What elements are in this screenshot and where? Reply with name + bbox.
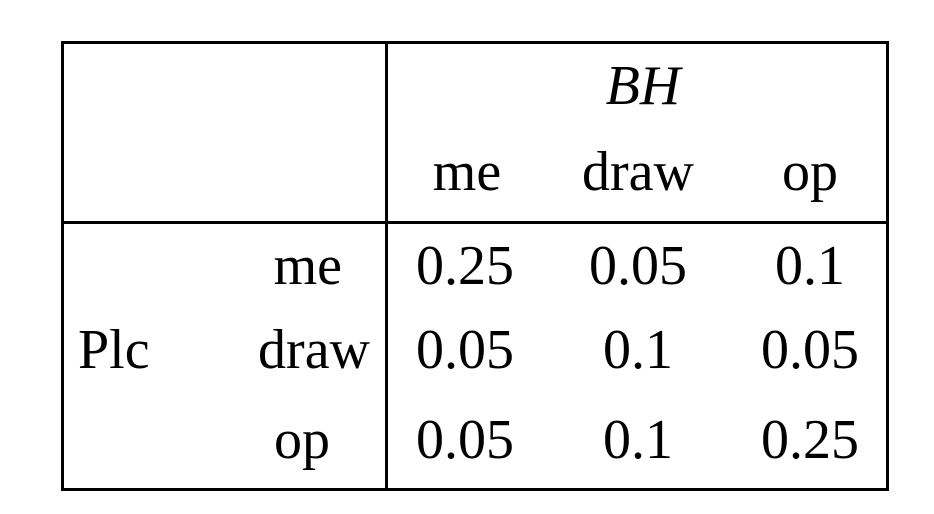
column-divider bbox=[385, 41, 388, 491]
column-group-label: BH bbox=[605, 55, 681, 117]
table-border bbox=[61, 41, 889, 491]
header-divider bbox=[61, 221, 889, 224]
table-cell: 0.25 bbox=[416, 235, 514, 297]
row-header-me: me bbox=[273, 235, 342, 297]
table-cell: 0.05 bbox=[416, 409, 514, 471]
table-cell: 0.25 bbox=[761, 409, 859, 471]
table-cell: 0.05 bbox=[416, 319, 514, 381]
table-cell: 0.05 bbox=[589, 235, 687, 297]
column-header-op: op bbox=[782, 141, 838, 203]
row-header-draw: draw bbox=[258, 319, 370, 381]
table-cell: 0.05 bbox=[761, 319, 859, 381]
table-cell: 0.1 bbox=[775, 235, 845, 297]
table-cell: 0.1 bbox=[603, 409, 673, 471]
row-group-label: Plc bbox=[78, 319, 150, 381]
table-cell: 0.1 bbox=[603, 319, 673, 381]
row-header-op: op bbox=[274, 409, 330, 471]
column-header-draw: draw bbox=[582, 141, 694, 203]
column-header-me: me bbox=[432, 141, 502, 203]
